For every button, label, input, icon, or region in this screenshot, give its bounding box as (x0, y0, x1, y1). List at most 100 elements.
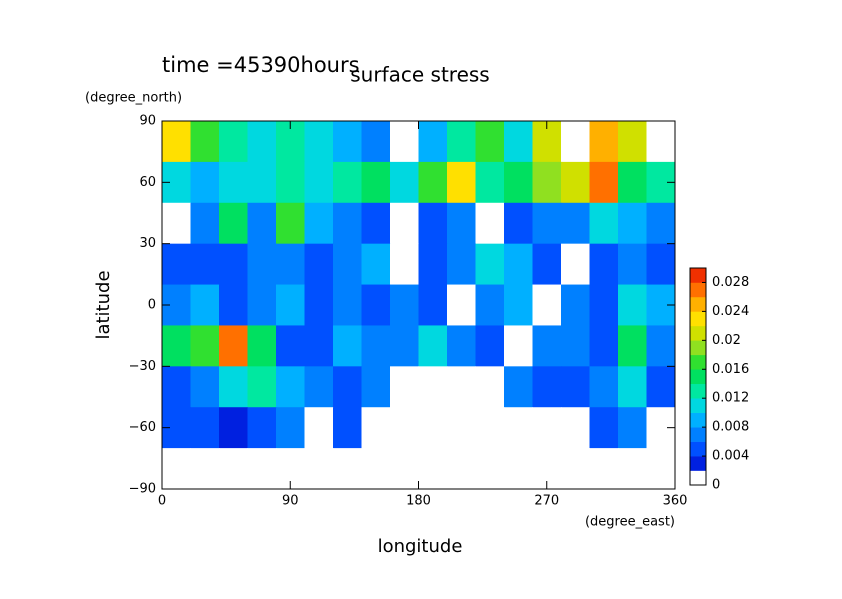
colorbar-tick-label: 0.024 (712, 304, 749, 319)
cell (447, 202, 476, 245)
cell (390, 366, 419, 408)
cell (390, 325, 419, 367)
cell (475, 448, 505, 490)
cell (504, 448, 533, 490)
cell (418, 325, 448, 367)
cell (418, 202, 448, 245)
cell (190, 121, 220, 163)
cell (504, 284, 533, 326)
cell (304, 161, 334, 204)
colorbar-tick-label: 0 (712, 478, 720, 493)
cell (646, 448, 676, 490)
colorbar-tick-label: 0.008 (712, 420, 749, 435)
cell (589, 325, 619, 367)
cell (333, 121, 362, 163)
cell (561, 366, 590, 408)
cell (447, 121, 476, 163)
x-tick-label: 270 (534, 494, 559, 509)
cell (190, 161, 220, 204)
cell (162, 325, 191, 367)
cell (190, 366, 220, 408)
cell (361, 243, 391, 286)
cell (475, 121, 505, 163)
y-tick-label: 90 (139, 114, 156, 129)
cell (589, 202, 619, 245)
cell (247, 243, 277, 286)
cell (219, 202, 248, 245)
cell (333, 284, 362, 326)
cell (304, 366, 334, 408)
colorbar-segment (690, 354, 706, 370)
cell (390, 243, 419, 286)
cell (618, 243, 647, 286)
cell (190, 448, 220, 490)
colorbar-tick-label: 0.012 (712, 391, 749, 406)
cell (247, 284, 277, 326)
cell (190, 243, 220, 286)
cell (504, 366, 533, 408)
x-tick-label: 360 (663, 494, 688, 509)
cell (618, 325, 647, 367)
cell (390, 121, 419, 163)
x-unit: (degree_east) (585, 515, 675, 530)
cell (618, 284, 647, 326)
cell (532, 366, 562, 408)
cell (418, 284, 448, 326)
cell (589, 161, 619, 204)
cell (276, 366, 305, 408)
cell (532, 407, 562, 449)
colorbar-segment (690, 311, 706, 327)
cell (247, 202, 277, 245)
cell (333, 202, 362, 245)
x-axis-label: longitude (378, 536, 463, 557)
cell (532, 202, 562, 245)
cell (418, 243, 448, 286)
cell (618, 202, 647, 245)
cell (618, 407, 647, 449)
cell (162, 366, 191, 408)
colorbar-frame (689, 267, 707, 486)
colorbar-segment (690, 456, 706, 471)
cell (304, 325, 334, 367)
cell (190, 284, 220, 326)
cell (561, 325, 590, 367)
cell (276, 284, 305, 326)
cell (646, 366, 676, 408)
cell (532, 243, 562, 286)
cell (247, 366, 277, 408)
cell (418, 448, 448, 490)
cell (162, 448, 191, 490)
colorbar-segment (690, 412, 706, 428)
cell (447, 284, 476, 326)
cell (219, 448, 248, 490)
cell (447, 243, 476, 286)
colorbar-segment (690, 296, 706, 312)
cell (646, 243, 676, 286)
cell (219, 325, 248, 367)
cell (361, 325, 391, 367)
time-label: time =45390hours (162, 53, 360, 77)
cell (333, 448, 362, 490)
cell (504, 202, 533, 245)
cell (447, 407, 476, 449)
cell (618, 161, 647, 204)
cell (646, 202, 676, 245)
cell (589, 366, 619, 408)
cell (390, 407, 419, 449)
cell (276, 202, 305, 245)
cell (561, 284, 590, 326)
cell (361, 407, 391, 449)
cell (475, 161, 505, 204)
y-unit: (degree_north) (85, 91, 182, 106)
cell (532, 325, 562, 367)
y-tick-label: −60 (129, 420, 156, 435)
cell (475, 407, 505, 449)
cell (618, 366, 647, 408)
cell (276, 407, 305, 449)
cell (219, 407, 248, 449)
cell (475, 366, 505, 408)
cell (304, 407, 334, 449)
cell (162, 243, 191, 286)
y-tick-label: −90 (129, 482, 156, 497)
y-tick-label: −30 (129, 359, 156, 374)
